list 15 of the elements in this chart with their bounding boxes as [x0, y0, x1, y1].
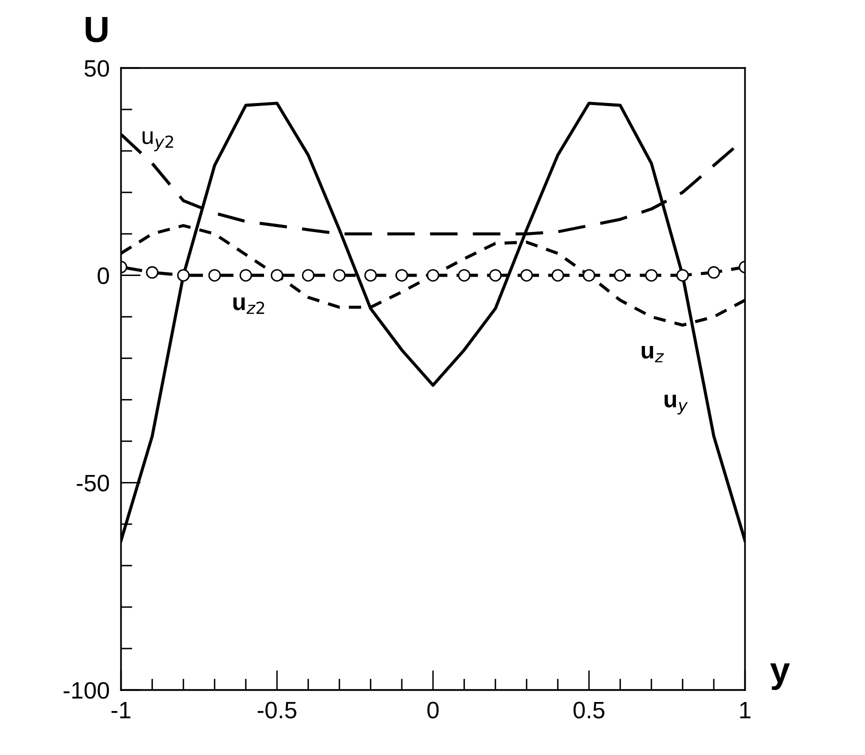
y-axis-title: U [86, 17, 108, 42]
x-tick-label: -1 [112, 702, 130, 718]
x-tick-label: 0 [427, 702, 439, 718]
x-tick-label: 0.5 [574, 702, 604, 718]
y-tick-label: 50 [84, 60, 109, 77]
series-label: u$_{y}$ [664, 394, 688, 415]
x-tick-label: -0.5 [258, 702, 296, 718]
x-tick-label: 1 [740, 702, 750, 718]
y-tick-label: -100 [64, 682, 109, 699]
x-axis-title: y [770, 663, 790, 690]
series-label: u$_{z2}$ [233, 298, 264, 314]
series-label: u$_{z}$ [642, 346, 664, 362]
y-tick-label: 0 [98, 267, 109, 284]
series-label: u$_{y2}$ [142, 131, 174, 152]
y-tick-label: -50 [76, 474, 109, 492]
